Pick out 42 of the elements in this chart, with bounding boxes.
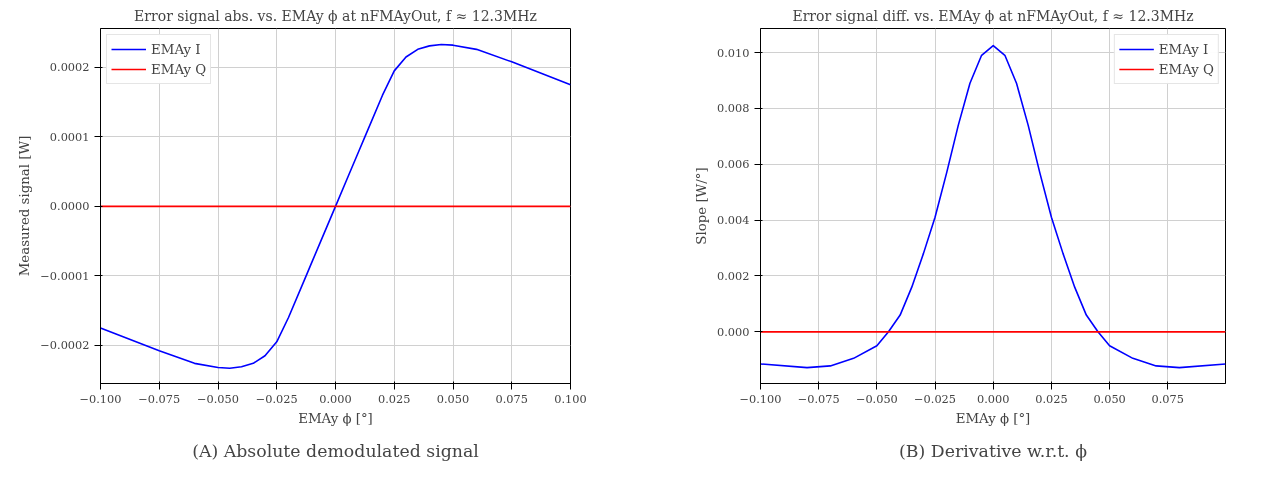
x-tick-label: 0.000 <box>319 391 352 406</box>
x-tick-label: −0.050 <box>197 391 239 406</box>
y-tick-label: 0.0000 <box>49 199 90 214</box>
text: (A) Absolute demodulated signal <box>192 440 480 461</box>
x-tick-label: 0.075 <box>495 391 528 406</box>
legend-label: EMAy I <box>1158 41 1209 57</box>
x-tick-label: 0.100 <box>554 391 587 406</box>
x-tick-label: 0.025 <box>378 391 411 406</box>
x-tick-label: −0.075 <box>138 391 181 406</box>
y-tick-label: 0.008 <box>717 101 750 116</box>
y-tick-label: 0.010 <box>717 45 750 60</box>
y-axis-title: Measured signal [W] <box>17 135 33 277</box>
x-axis-title: EMAy ϕ [°] <box>955 410 1031 426</box>
x-tick-label: −0.100 <box>79 391 122 406</box>
x-tick-label: −0.025 <box>255 391 298 406</box>
x-tick-label: 0.075 <box>1151 391 1184 406</box>
y-tick-label: 0.000 <box>717 324 750 339</box>
line-series <box>760 44 1226 369</box>
x-tick-label: −0.075 <box>797 391 840 406</box>
line-series <box>100 43 571 370</box>
x-tick-label: 0.050 <box>436 391 470 406</box>
y-tick-label: 0.0001 <box>49 129 90 144</box>
x-axis-title: EMAy ϕ [°] <box>298 410 373 426</box>
legend-label: EMAy Q <box>1158 61 1214 77</box>
x-tick-label: 0.050 <box>1093 391 1126 406</box>
y-tick-label: 0.006 <box>717 157 750 172</box>
x-tick-label: −0.050 <box>855 391 898 406</box>
y-tick-label: −0.0001 <box>40 268 90 283</box>
y-tick-label: 0.002 <box>717 268 750 283</box>
y-tick-label: −0.0002 <box>40 338 90 353</box>
text: (B) Derivative w.r.t. ϕ <box>899 440 1088 461</box>
x-tick-label: 0.000 <box>977 391 1010 406</box>
chart-title: Error signal diff. vs. EMAy ϕ at nFMAyOut, f ≈ 12.3MHz <box>792 7 1194 24</box>
x-tick-label: 0.025 <box>1035 391 1068 406</box>
legend-label: EMAy I <box>151 41 201 57</box>
x-tick-label: −0.025 <box>914 391 957 406</box>
chart-title: Error signal abs. vs. EMAy ϕ at nFMAyOut, f ≈ 12.3MHz <box>134 7 537 24</box>
legend-label: EMAy Q <box>151 61 207 77</box>
y-tick-label: 0.004 <box>717 213 750 228</box>
x-tick-label: −0.100 <box>739 391 782 406</box>
y-axis-title: Slope [W/°] <box>694 167 710 245</box>
y-tick-label: 0.0002 <box>49 60 90 75</box>
